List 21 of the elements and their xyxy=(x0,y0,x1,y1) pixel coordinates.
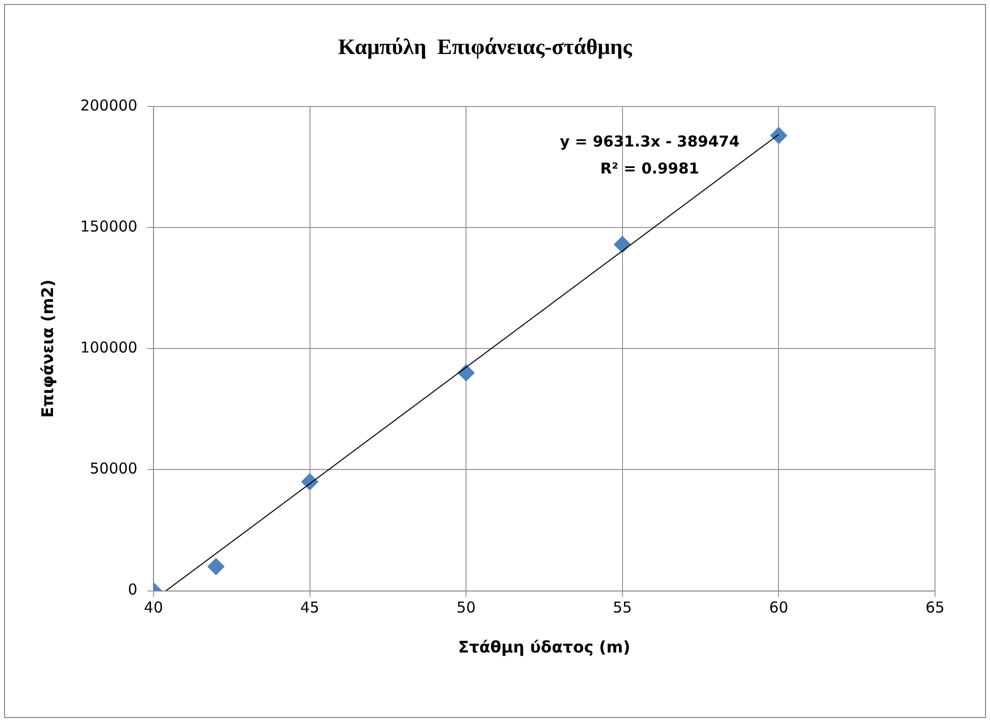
x-tick-label: 50 xyxy=(456,598,476,617)
y-tick-label: 150000 xyxy=(80,217,138,236)
point xyxy=(614,236,631,253)
annotation: R² = 0.9981 xyxy=(600,159,700,178)
y-tick-label: 100000 xyxy=(80,338,138,356)
x-tick-label: 40 xyxy=(144,598,164,617)
point xyxy=(207,558,224,576)
point xyxy=(770,126,788,144)
x-axis-title: Στάθμη ύδατος (m) xyxy=(458,638,630,657)
x-tick-label: 65 xyxy=(925,598,945,617)
x-tick-label: 60 xyxy=(769,598,788,617)
annotation: y = 9631.3x - 389474 xyxy=(560,132,740,150)
x-tick-label: 45 xyxy=(300,598,320,617)
y-tick-label: 0 xyxy=(128,580,138,599)
point xyxy=(458,364,475,382)
x-tick-label: 55 xyxy=(612,598,632,617)
y-tick-label: 50000 xyxy=(90,460,138,478)
y-tick-label: 200000 xyxy=(80,96,138,114)
chart-title: Καμπύλη Επιφάνειας-στάθμης xyxy=(338,34,633,59)
y-axis-title: Επιφάνεια (m2) xyxy=(38,279,57,418)
point xyxy=(301,473,318,490)
